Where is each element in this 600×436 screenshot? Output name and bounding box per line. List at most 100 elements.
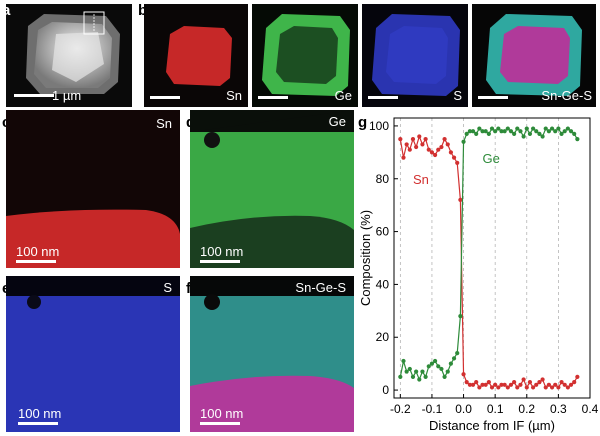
data-point-sn [448, 150, 454, 155]
data-point-ge [407, 366, 412, 372]
panel-letter-b: b [138, 2, 148, 19]
data-point-ge [448, 361, 454, 366]
data-point-ge [530, 126, 536, 131]
panel-b-map-sn: Sn [144, 4, 248, 107]
data-point-ge [553, 129, 558, 134]
data-point-sn [530, 385, 536, 390]
scale-label: 100 nm [16, 244, 60, 259]
element-label-ge: Ge [334, 88, 352, 103]
data-point-sn [486, 380, 491, 385]
data-point-sn [474, 380, 479, 385]
ge-particle-graphic [262, 14, 350, 96]
panel-d-ge-map: Ge 100 nm [190, 110, 354, 268]
element-label-overlay: Sn-Ge-S [541, 88, 592, 103]
data-point-ge [502, 129, 507, 134]
data-point-ge [432, 358, 438, 364]
panel-letter-f: f [186, 280, 191, 297]
data-point-sn [546, 382, 552, 387]
composition-line-chart: -0.2 -0.1 0.0 0.1 0.2 0.3 0.4 0 20 40 60 80 100 Dista… [358, 117, 599, 433]
data-point-ge [455, 350, 460, 356]
scale-bar [258, 96, 288, 99]
data-point-ge [562, 129, 567, 134]
data-point-ge [442, 374, 447, 379]
data-point-sn [464, 380, 469, 385]
data-point-ge [426, 364, 431, 369]
scale-label: 100 nm [200, 406, 244, 421]
data-point-sn [470, 382, 476, 387]
data-point-sn [439, 144, 444, 150]
x-tick-label: -0.2 [390, 402, 411, 416]
data-point-sn [562, 382, 567, 387]
data-point-ge [436, 364, 441, 369]
data-point-sn [489, 385, 495, 390]
data-point-ge [540, 134, 545, 139]
scale-bar [150, 96, 180, 99]
element-label-s: S [453, 88, 462, 103]
series-label-ge: Ge [483, 151, 500, 166]
scale-label: 100 nm [18, 406, 62, 421]
plot-frame [393, 117, 591, 399]
panel-b-map-ge: Ge [252, 4, 358, 107]
data-point-ge [467, 129, 472, 134]
x-tick-label: 0.3 [550, 402, 567, 416]
series-line-ge [399, 127, 578, 382]
panel-letter-g: g [358, 114, 368, 131]
data-point-sn [553, 382, 558, 387]
sn-region-graphic [6, 209, 180, 268]
panel-e-s-map: S 100 nm [6, 276, 180, 432]
s-region-graphic [6, 276, 180, 309]
data-point-ge [543, 126, 548, 131]
panel-f-overlay-map: Sn-Ge-S 100 nm [190, 276, 354, 432]
data-point-sn [534, 382, 539, 387]
data-point-ge [417, 377, 422, 382]
data-point-sn [414, 144, 419, 150]
data-point-sn [429, 150, 435, 155]
data-point-sn [417, 134, 422, 139]
y-tick-label: 20 [376, 330, 390, 344]
data-point-sn [398, 137, 403, 142]
y-axis-label: Composition (%) [358, 210, 373, 306]
data-point-sn [499, 382, 504, 387]
data-point-ge [429, 361, 435, 366]
data-point-sn [549, 385, 555, 390]
data-point-sn [477, 385, 482, 390]
series-label-sn: Sn [413, 172, 429, 187]
data-point-ge [508, 129, 514, 134]
scale-bar [200, 422, 240, 425]
data-point-ge [493, 129, 498, 134]
data-point-ge [404, 369, 409, 374]
data-point-ge [515, 126, 520, 131]
data-point-sn [537, 380, 542, 385]
x-tick-label: 0.1 [487, 402, 504, 416]
data-point-sn [461, 372, 466, 377]
data-point-sn [556, 385, 561, 390]
data-point-ge [461, 139, 466, 144]
data-point-ge [477, 126, 482, 131]
y-tick-label: 100 [369, 119, 389, 133]
data-point-ge [512, 131, 517, 136]
data-point-ge [464, 131, 469, 136]
data-point-sn [404, 142, 409, 147]
data-point-sn [496, 385, 501, 390]
data-point-ge [439, 366, 444, 372]
data-point-ge [518, 129, 523, 134]
data-point-ge [483, 129, 488, 134]
data-point-sn [521, 377, 526, 382]
data-point-ge [534, 129, 539, 134]
ge-region-graphic [190, 110, 354, 268]
data-point-sn [432, 152, 438, 158]
data-point-sn [410, 137, 416, 142]
data-point-ge [496, 126, 501, 131]
data-point-sn [527, 380, 533, 385]
data-point-sn [423, 137, 428, 142]
element-label: Ge [328, 114, 346, 129]
scale-bar [478, 96, 508, 99]
data-point-ge [556, 126, 561, 131]
element-label: S [163, 280, 172, 295]
data-point-sn [575, 374, 580, 379]
data-point-ge [414, 369, 419, 374]
data-point-ge [537, 131, 542, 136]
data-point-sn [512, 380, 517, 385]
data-point-ge [470, 129, 476, 134]
data-point-ge [575, 137, 580, 142]
